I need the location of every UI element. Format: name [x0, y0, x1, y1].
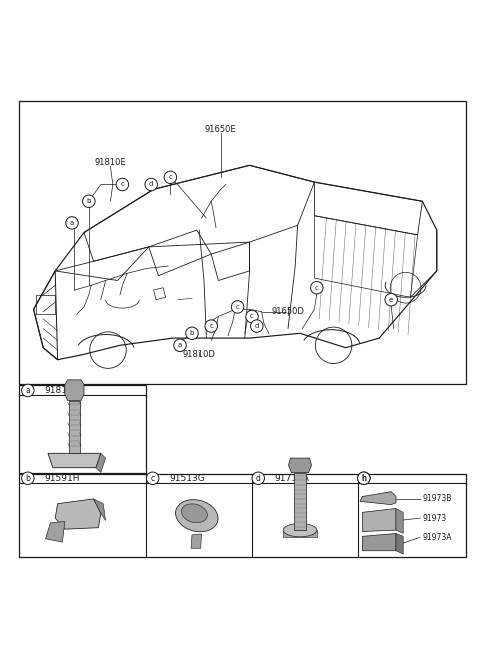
Text: d: d	[256, 474, 261, 483]
Ellipse shape	[176, 499, 218, 532]
Polygon shape	[362, 533, 396, 551]
Bar	[19, 474, 466, 556]
Text: 91810E: 91810E	[95, 158, 126, 168]
Text: a: a	[70, 220, 74, 226]
Polygon shape	[55, 499, 101, 529]
Circle shape	[146, 472, 159, 484]
Circle shape	[252, 472, 264, 484]
Text: h: h	[361, 474, 366, 483]
Text: c: c	[168, 174, 172, 180]
Circle shape	[66, 217, 78, 229]
Circle shape	[22, 384, 34, 397]
Polygon shape	[396, 533, 403, 554]
Text: 91591H: 91591H	[44, 474, 80, 483]
Text: d: d	[254, 323, 259, 329]
Circle shape	[311, 281, 323, 294]
Polygon shape	[360, 491, 396, 505]
Polygon shape	[65, 380, 84, 401]
Text: 91810D: 91810D	[183, 350, 216, 359]
Text: d: d	[149, 181, 154, 187]
Polygon shape	[46, 522, 65, 542]
Polygon shape	[288, 458, 312, 472]
Text: 91973: 91973	[422, 514, 447, 522]
Text: a: a	[178, 342, 182, 348]
Circle shape	[22, 472, 34, 484]
Text: c: c	[315, 284, 319, 290]
Text: c: c	[236, 304, 240, 310]
Circle shape	[186, 327, 198, 340]
Circle shape	[358, 472, 370, 484]
Text: h: h	[361, 474, 366, 483]
Bar	[294, 472, 306, 530]
Text: b: b	[25, 474, 30, 483]
Polygon shape	[94, 499, 106, 520]
Text: 91513G: 91513G	[169, 474, 204, 483]
Circle shape	[205, 320, 217, 332]
Bar	[19, 101, 466, 384]
Text: c: c	[120, 181, 124, 187]
Text: a: a	[25, 386, 30, 395]
Bar	[36, 295, 55, 314]
Ellipse shape	[181, 504, 207, 523]
Bar	[69, 401, 80, 453]
Polygon shape	[96, 453, 106, 472]
Text: 91650E: 91650E	[205, 125, 237, 134]
Text: 91973B: 91973B	[422, 495, 452, 503]
Circle shape	[246, 310, 258, 323]
Polygon shape	[283, 530, 317, 537]
Polygon shape	[191, 534, 202, 549]
Polygon shape	[48, 453, 101, 468]
Text: 91715A: 91715A	[275, 474, 310, 483]
Text: 91812C: 91812C	[44, 386, 79, 395]
Circle shape	[251, 320, 263, 332]
Circle shape	[385, 294, 397, 306]
Text: 91650D: 91650D	[272, 307, 304, 316]
Bar	[19, 385, 146, 472]
Circle shape	[231, 301, 244, 313]
Ellipse shape	[283, 524, 317, 537]
Text: c: c	[250, 313, 254, 319]
Circle shape	[116, 178, 129, 191]
Text: c: c	[151, 474, 155, 483]
Circle shape	[83, 195, 95, 208]
Polygon shape	[362, 509, 396, 532]
Text: b: b	[190, 330, 194, 336]
Circle shape	[174, 339, 186, 351]
Polygon shape	[396, 509, 403, 533]
Circle shape	[358, 472, 370, 484]
Circle shape	[164, 171, 177, 183]
Text: b: b	[86, 198, 91, 204]
Text: e: e	[389, 297, 393, 303]
Text: 91973A: 91973A	[422, 533, 452, 542]
Circle shape	[145, 178, 157, 191]
Text: c: c	[209, 323, 213, 329]
